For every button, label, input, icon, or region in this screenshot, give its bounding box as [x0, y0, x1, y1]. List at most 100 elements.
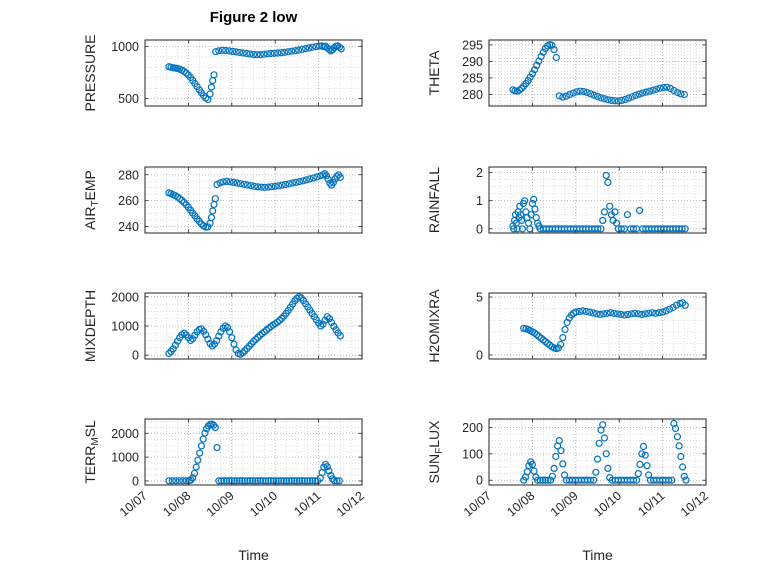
data-point [546, 476, 555, 484]
data-point [192, 463, 200, 471]
data-point [306, 175, 314, 183]
data-point [618, 96, 626, 105]
y-tick-label: 200 [462, 421, 483, 435]
data-point [617, 225, 626, 233]
data-point [656, 84, 664, 92]
data-point [247, 182, 255, 190]
data-point [635, 90, 643, 98]
x-tick-label: 10/11 [291, 489, 323, 519]
data-point [229, 47, 237, 56]
data-point [530, 329, 539, 337]
data-point [592, 310, 601, 318]
data-point [289, 179, 297, 187]
data-point [219, 324, 227, 332]
data-point [680, 90, 688, 99]
data-point [178, 196, 186, 204]
data-point [325, 315, 333, 323]
data-point [625, 94, 633, 102]
tick-marks [144, 293, 363, 359]
y-axis-label-sun_flux: SUNFLUX [426, 420, 445, 484]
data-point [552, 53, 560, 62]
data-point [573, 88, 581, 96]
data-point [555, 92, 563, 100]
tick-marks [144, 419, 363, 485]
subplot-h2omixra: 0 5 H2OMIXRA [426, 289, 707, 363]
data-point [260, 328, 268, 336]
x-tick-label: 10/08 [160, 489, 193, 520]
data-point [259, 477, 267, 485]
data-point [172, 477, 180, 485]
data-point [639, 442, 648, 451]
data-point [264, 477, 272, 485]
y-tick-label: 2 [476, 166, 483, 180]
data-point [330, 477, 338, 485]
data-point [328, 318, 336, 327]
data-point [215, 47, 223, 55]
y-tick-label: 0 [476, 348, 483, 362]
data-point [220, 477, 228, 485]
data-point [229, 178, 238, 186]
data-point [233, 477, 241, 485]
data-point [333, 477, 341, 485]
data-point [670, 86, 678, 95]
data-point [597, 225, 605, 233]
data-point [655, 309, 663, 317]
tick-marks [488, 293, 707, 359]
data-point [533, 476, 542, 484]
data-point [275, 182, 283, 190]
data-point [272, 477, 280, 485]
data-point [599, 421, 607, 429]
data-point [624, 310, 632, 318]
data-point [572, 308, 580, 316]
data-point [550, 45, 558, 54]
data-point [204, 422, 212, 430]
tick-marks [488, 40, 707, 106]
data-point [607, 96, 616, 105]
data-point [313, 173, 321, 181]
subplot-rainfall: 0 1 2 RAINFALL [426, 166, 707, 236]
data-point [230, 477, 238, 485]
data-point [604, 178, 612, 186]
data-point [539, 336, 547, 344]
data-point [556, 340, 565, 349]
data-point [592, 468, 600, 476]
y-axis-label-theta: THETA [426, 50, 442, 96]
data-point [528, 460, 537, 468]
data-point [194, 456, 202, 464]
y-tick-label: 295 [462, 38, 483, 52]
data-point [594, 225, 602, 233]
data-point [663, 83, 671, 91]
data-series-terr_msl [165, 420, 343, 485]
data-point [243, 181, 251, 189]
data-point [638, 450, 646, 458]
y-axis-label-rainfall: RAINFALL [426, 167, 442, 233]
data-point [548, 472, 557, 480]
data-point [586, 308, 594, 316]
data-point [629, 476, 638, 484]
data-point [260, 50, 268, 58]
x-tick-label: 10/10 [591, 489, 624, 520]
data-point [219, 178, 227, 186]
data-point [247, 340, 255, 348]
data-point [665, 476, 673, 484]
data-point [298, 45, 306, 53]
data-point [645, 309, 653, 317]
major-grid [145, 40, 362, 106]
data-point [600, 95, 609, 103]
data-point [254, 333, 262, 341]
data-point [681, 301, 689, 309]
data-series-rainfall [509, 171, 689, 233]
data-point [256, 50, 264, 59]
data-point [632, 476, 641, 484]
data-point [606, 202, 614, 210]
data-point [238, 477, 246, 485]
data-point [243, 49, 251, 58]
data-point [682, 476, 690, 484]
data-series-air_temp [165, 170, 344, 231]
data-point [207, 83, 215, 91]
data-point [321, 170, 329, 178]
data-point [223, 177, 231, 185]
data-point [275, 316, 284, 325]
y-tick-label: 500 [118, 92, 139, 106]
